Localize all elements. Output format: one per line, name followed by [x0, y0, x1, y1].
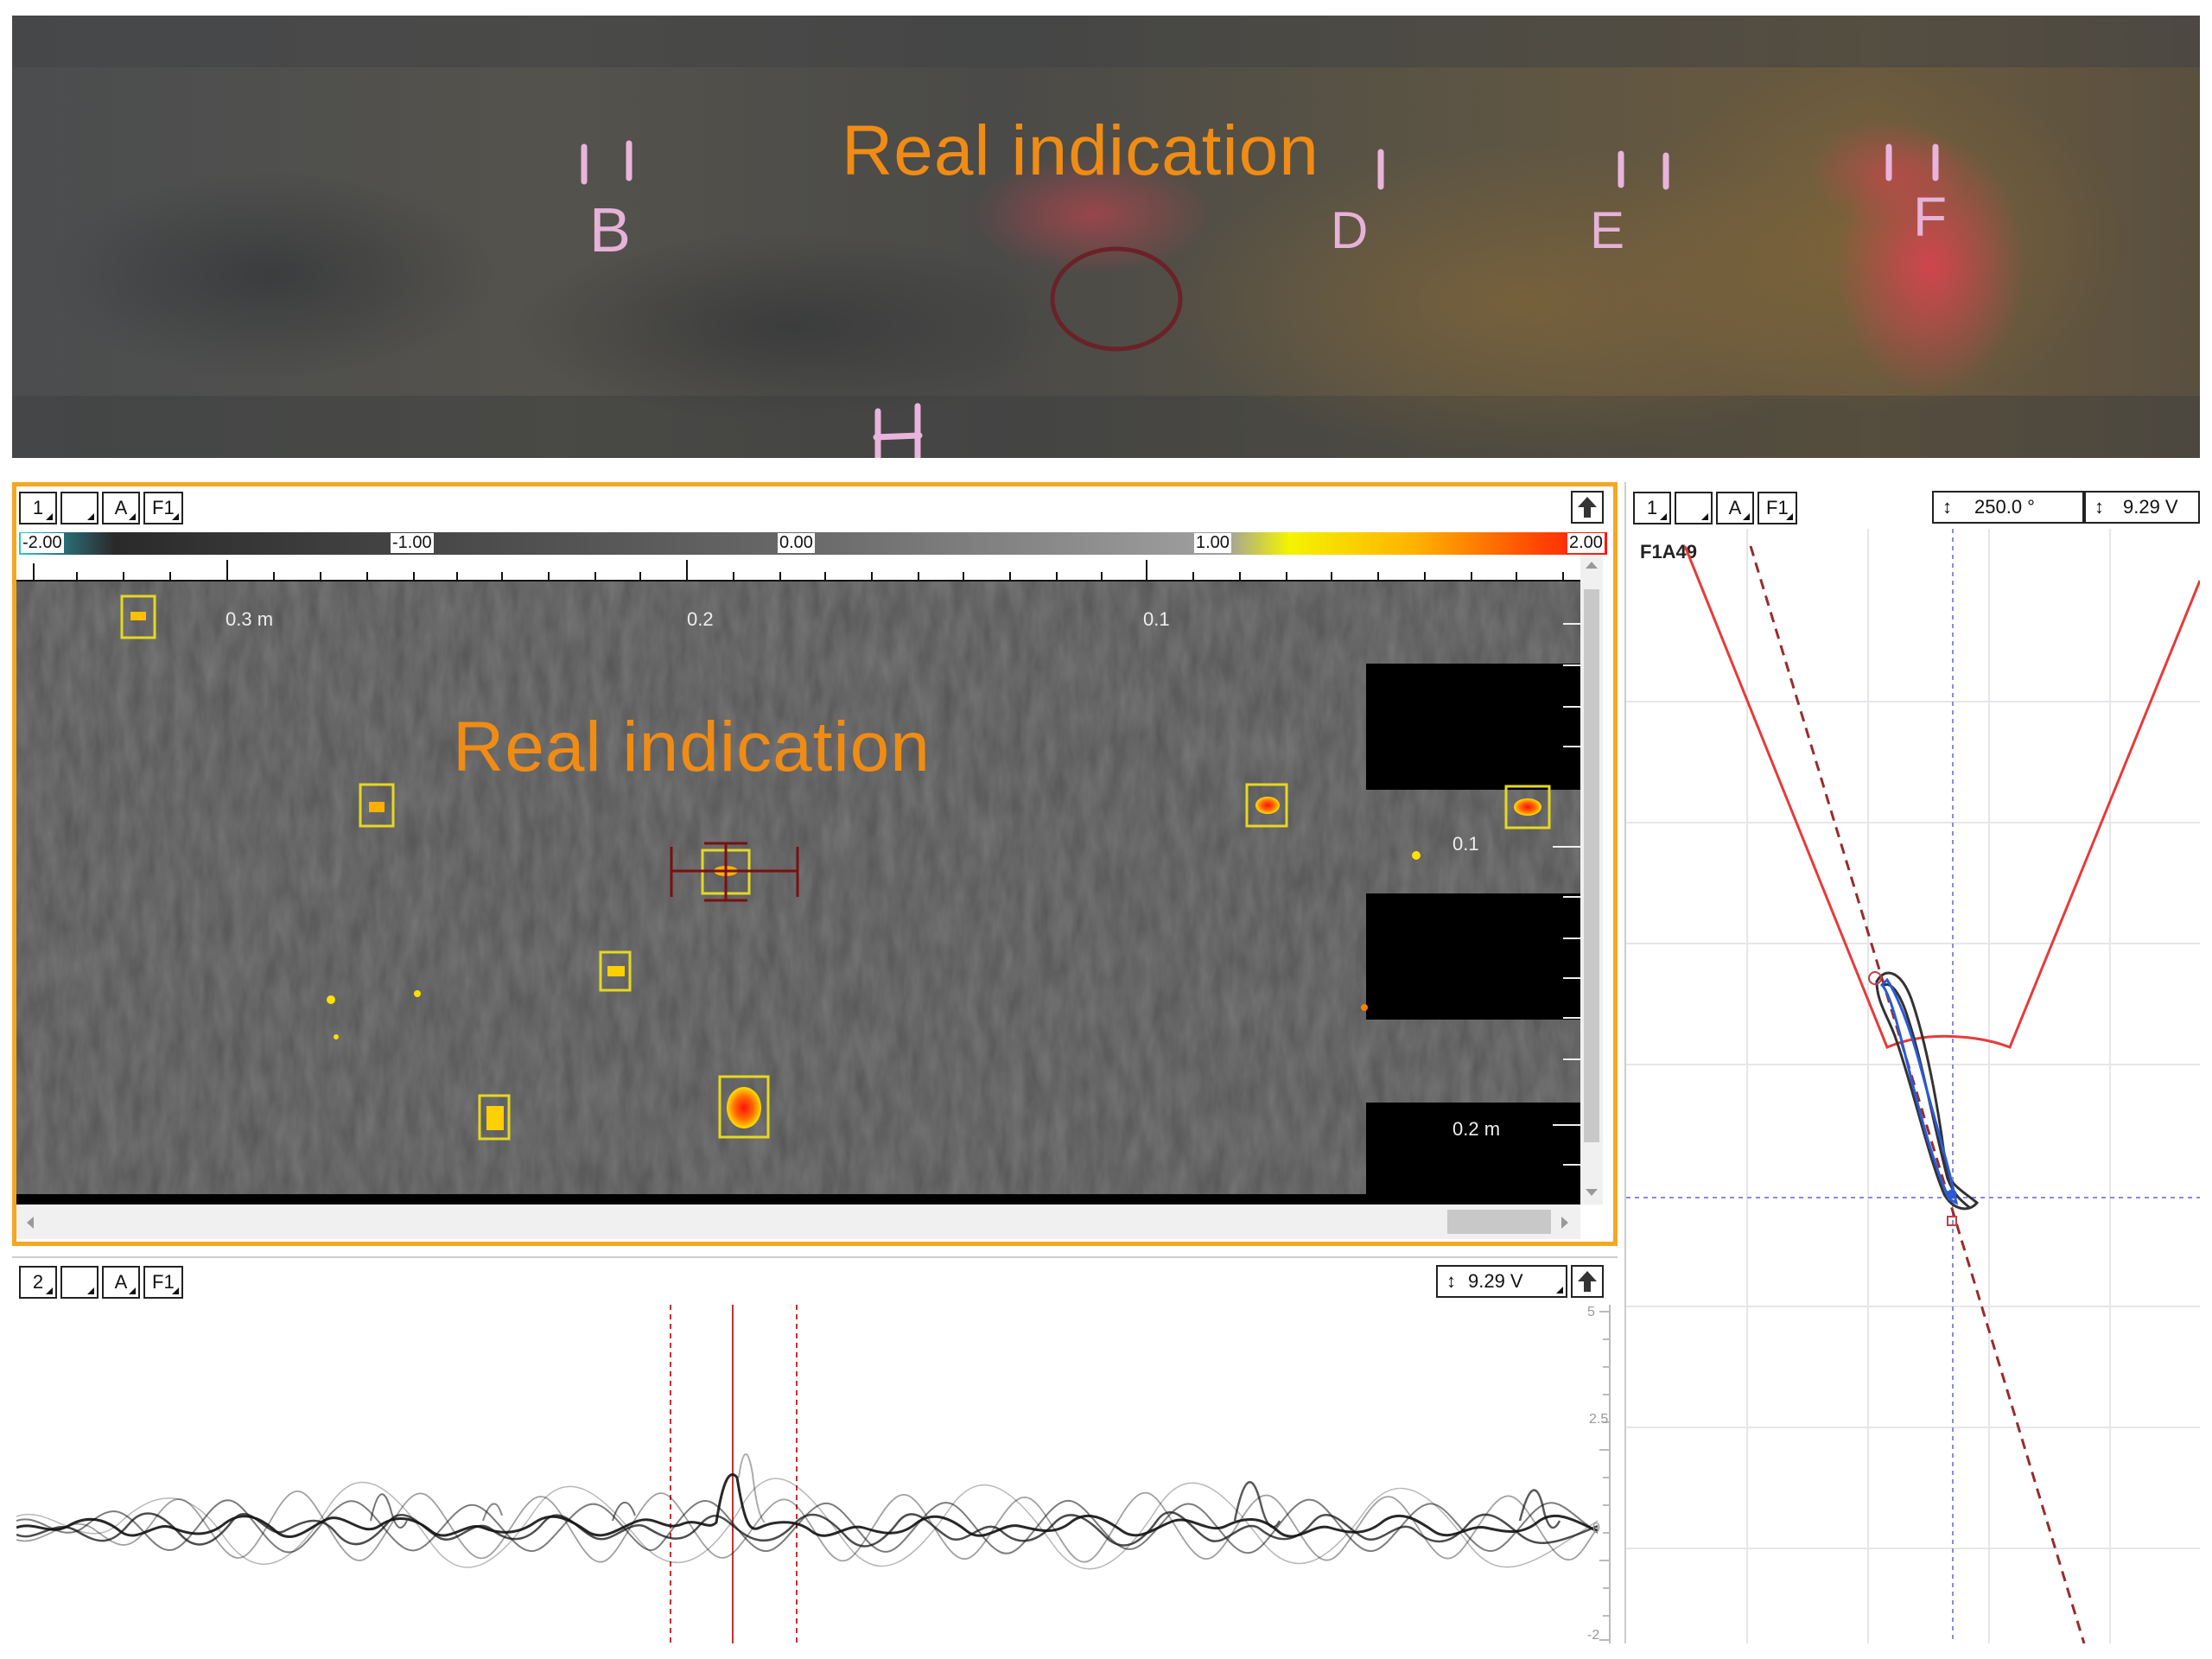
y-label-0-1: 0.1 — [1452, 833, 1479, 855]
x-label-0-1: 0.1 — [1143, 608, 1170, 630]
side-group-selector[interactable] — [1675, 492, 1713, 524]
y-label-0-2m: 0.2 m — [1452, 1118, 1501, 1140]
ascan-group-selector[interactable] — [60, 1266, 99, 1299]
bevel-geometry — [1626, 529, 2200, 1643]
cscan-up-button[interactable] — [1571, 491, 1604, 524]
hscroll-thumb[interactable] — [1447, 1210, 1551, 1234]
x-label-0-2: 0.2 — [687, 608, 714, 630]
mark-b: B — [589, 196, 632, 265]
scale-mid-label: 0.00 — [778, 533, 815, 553]
ascan-tick-neg2: -2 — [1587, 1628, 1600, 1643]
mark-e: E — [1590, 201, 1625, 259]
side-toolbar: 1 A F1 — [1633, 489, 1797, 527]
cscan-vertical-scrollbar[interactable] — [1580, 555, 1603, 1205]
specimen-photo: B D E F — [12, 16, 2200, 458]
scroll-left-arrow[interactable] — [27, 1217, 34, 1229]
group-selector[interactable] — [60, 492, 99, 524]
mode-selector[interactable]: A — [102, 492, 140, 524]
ascan-filter-selector[interactable]: F1 — [143, 1266, 183, 1299]
ascan-amplitude-readout[interactable]: ↕ 9.29 V — [1436, 1265, 1567, 1298]
side-amplitude-readout[interactable]: ↕ 9.29 V — [2084, 491, 2200, 524]
ascan-panel — [12, 1256, 1618, 1645]
ascan-plot[interactable]: 5 2.5 0 -2 — [16, 1305, 1615, 1643]
photo-annotation: Real indication — [842, 111, 1319, 190]
cscan-view[interactable]: 0.3 m 0.2 0.1 0.1 0.2 m — [16, 555, 1580, 1205]
ascan-channel-selector[interactable]: 2 — [19, 1266, 57, 1299]
vertical-arrow-icon: ↕ — [2094, 496, 2104, 518]
side-channel-selector[interactable]: 1 — [1633, 492, 1671, 524]
arrow-up-icon — [1578, 497, 1597, 518]
scroll-up-arrow[interactable] — [1586, 562, 1598, 569]
ascan-tick-2-5: 2.5 — [1589, 1412, 1609, 1427]
vertical-arrow-icon: ↕ — [1446, 1270, 1456, 1292]
scroll-right-arrow[interactable] — [1561, 1217, 1568, 1229]
x-label-0-3m: 0.3 m — [226, 608, 274, 630]
mark-f: F — [1913, 186, 1948, 248]
scale-max-label: 2.00 — [1567, 533, 1605, 553]
ascan-mode-selector[interactable]: A — [102, 1266, 140, 1299]
mark-d: D — [1331, 201, 1369, 259]
ascan-up-button[interactable] — [1571, 1265, 1604, 1298]
cscan-toolbar: 1 A F1 — [19, 489, 183, 527]
arrow-up-icon — [1578, 1271, 1597, 1292]
cscan-annotation: Real indication — [453, 708, 931, 786]
ascan-waveform — [16, 1305, 1611, 1643]
scale-min-label: -2.00 — [21, 533, 64, 553]
angle-readout[interactable]: ↕ 250.0 ° — [1932, 491, 2084, 524]
color-scale: -2.00 -1.00 0.00 1.00 2.00 — [19, 532, 1607, 555]
scale-l2-label: 1.00 — [1194, 533, 1231, 553]
photo-graphic — [12, 16, 2200, 458]
filter-selector[interactable]: F1 — [143, 492, 183, 524]
vertical-arrow-icon: ↕ — [1942, 496, 1952, 518]
bevel-view[interactable] — [1626, 529, 2200, 1643]
cscan-image — [16, 555, 1580, 1205]
scroll-down-arrow[interactable] — [1586, 1189, 1598, 1196]
ascan-toolbar: 2 A F1 — [19, 1263, 183, 1301]
side-panel — [1624, 482, 2202, 1643]
ascan-tick-0: 0 — [1592, 1521, 1600, 1535]
scale-l1-label: -1.00 — [391, 533, 434, 553]
side-mode-selector[interactable]: A — [1716, 492, 1754, 524]
channel-selector[interactable]: 1 — [19, 492, 57, 524]
side-filter-selector[interactable]: F1 — [1758, 492, 1797, 524]
ascan-tick-5: 5 — [1587, 1305, 1595, 1319]
cscan-horizontal-scrollbar[interactable] — [16, 1205, 1580, 1239]
scroll-thumb[interactable] — [1584, 589, 1599, 1142]
